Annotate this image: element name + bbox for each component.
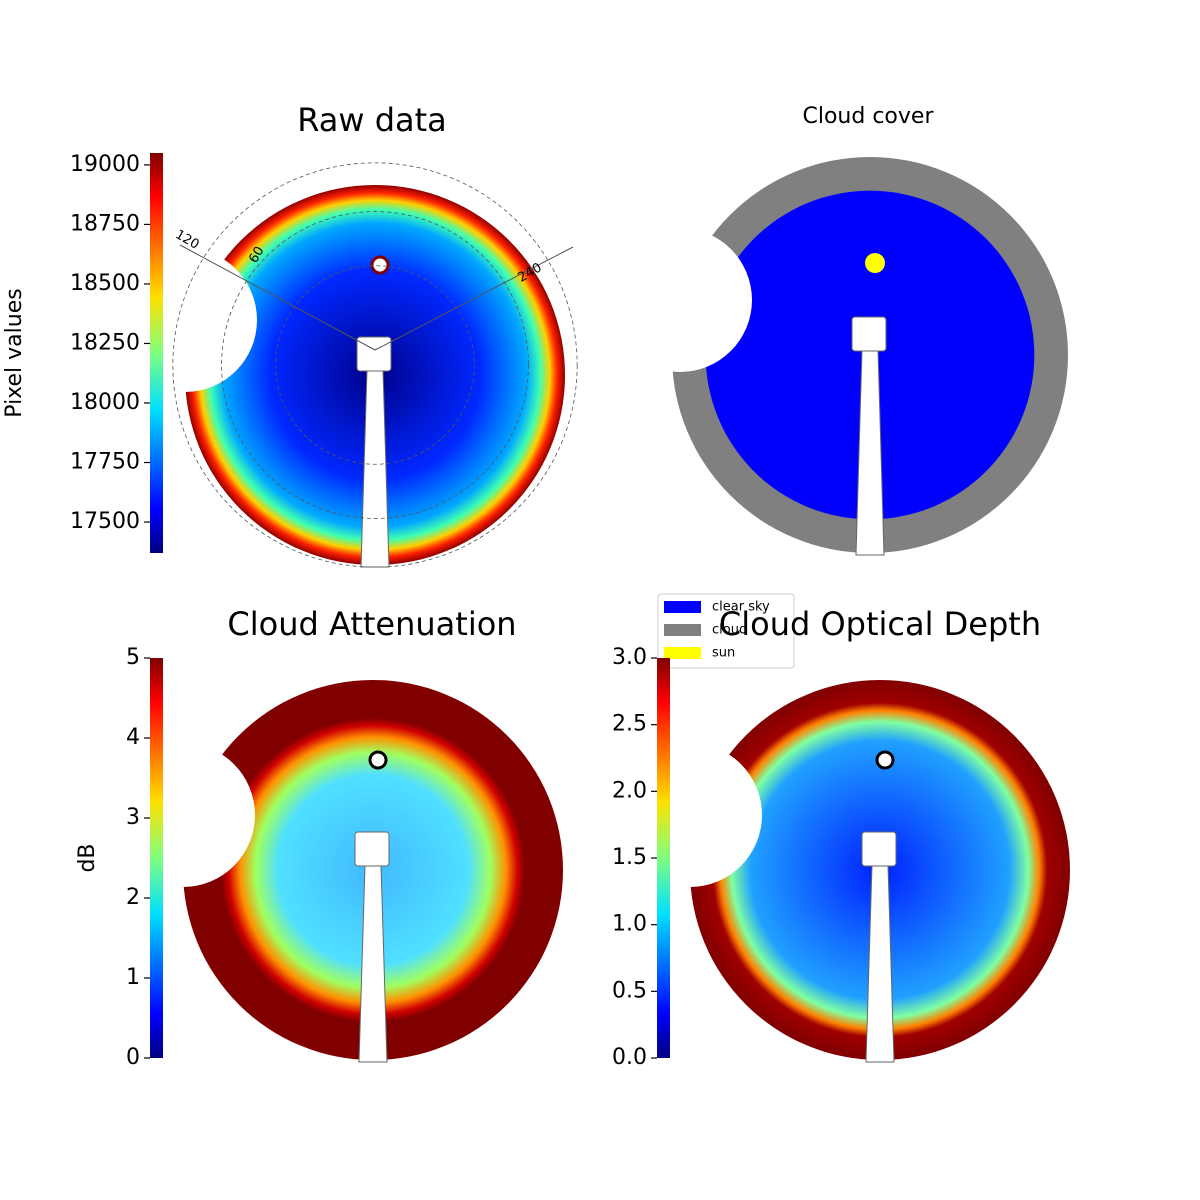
sun-spot (370, 255, 390, 275)
panel-title: Raw data (297, 101, 447, 139)
polar-grid (374, 246, 574, 351)
sun-region (865, 253, 885, 273)
colorbar-tick-label: 17500 (70, 509, 140, 534)
colorbar-tick-label: 2.5 (612, 712, 647, 737)
camera-mount (354, 831, 390, 867)
colorbar (150, 658, 163, 1058)
colorbar-tick-label: 1.0 (612, 912, 647, 937)
colorbar-tick-label: 2 (126, 885, 140, 910)
colorbar-tick-label: 4 (126, 725, 140, 750)
colorbar-tick-label: 18750 (70, 211, 140, 236)
legend-swatch (664, 601, 701, 613)
polar-grid (221, 211, 529, 519)
polar-grid (179, 244, 376, 351)
colorbar-tick-label: 18000 (70, 390, 140, 415)
notch (113, 248, 257, 392)
legend-swatch (664, 647, 701, 659)
colorbar-tick-label: 3.0 (612, 645, 647, 670)
colorbar-tick-label: 1 (126, 965, 140, 990)
colorbar-tick-label: 0 (126, 1045, 140, 1070)
colorbar-label: Pixel values (2, 288, 27, 417)
colorbar-tick-label: 17750 (70, 450, 140, 475)
notch (618, 743, 762, 887)
legend-swatch (664, 624, 701, 636)
sun-spot (875, 750, 895, 770)
azimuth-label: 60 (246, 244, 267, 266)
colorbar-tick-label: 0.5 (612, 978, 647, 1003)
panel-title: Cloud Optical Depth (719, 605, 1041, 643)
colorbar-tick-label: 3 (126, 805, 140, 830)
panel-title: Cloud Attenuation (227, 605, 516, 643)
colorbar-tick-label: 19000 (70, 152, 140, 177)
colorbar (657, 658, 670, 1058)
colorbar-tick-label: 18250 (70, 330, 140, 355)
colorbar-tick-label: 1.5 (612, 845, 647, 870)
legend-label: clear sky (712, 600, 770, 615)
colorbar-tick-label: 18500 (70, 271, 140, 296)
legend-label: sun (712, 646, 735, 661)
sun-spot (368, 750, 388, 770)
camera-mount (851, 316, 887, 352)
panel-title: Cloud cover (803, 104, 935, 129)
colorbar-tick-label: 5 (126, 645, 140, 670)
colorbar (150, 153, 163, 553)
legend-label: cloud (712, 623, 747, 638)
colorbar-tick-label: 0.0 (612, 1045, 647, 1070)
notch (608, 228, 752, 372)
polar-grid (172, 162, 578, 568)
camera-mount (861, 831, 897, 867)
camera-mount (356, 336, 392, 372)
colorbar-tick-label: 2.0 (612, 778, 647, 803)
colorbar-label: dB (75, 843, 100, 872)
polar-grid (275, 265, 475, 465)
notch (111, 743, 255, 887)
